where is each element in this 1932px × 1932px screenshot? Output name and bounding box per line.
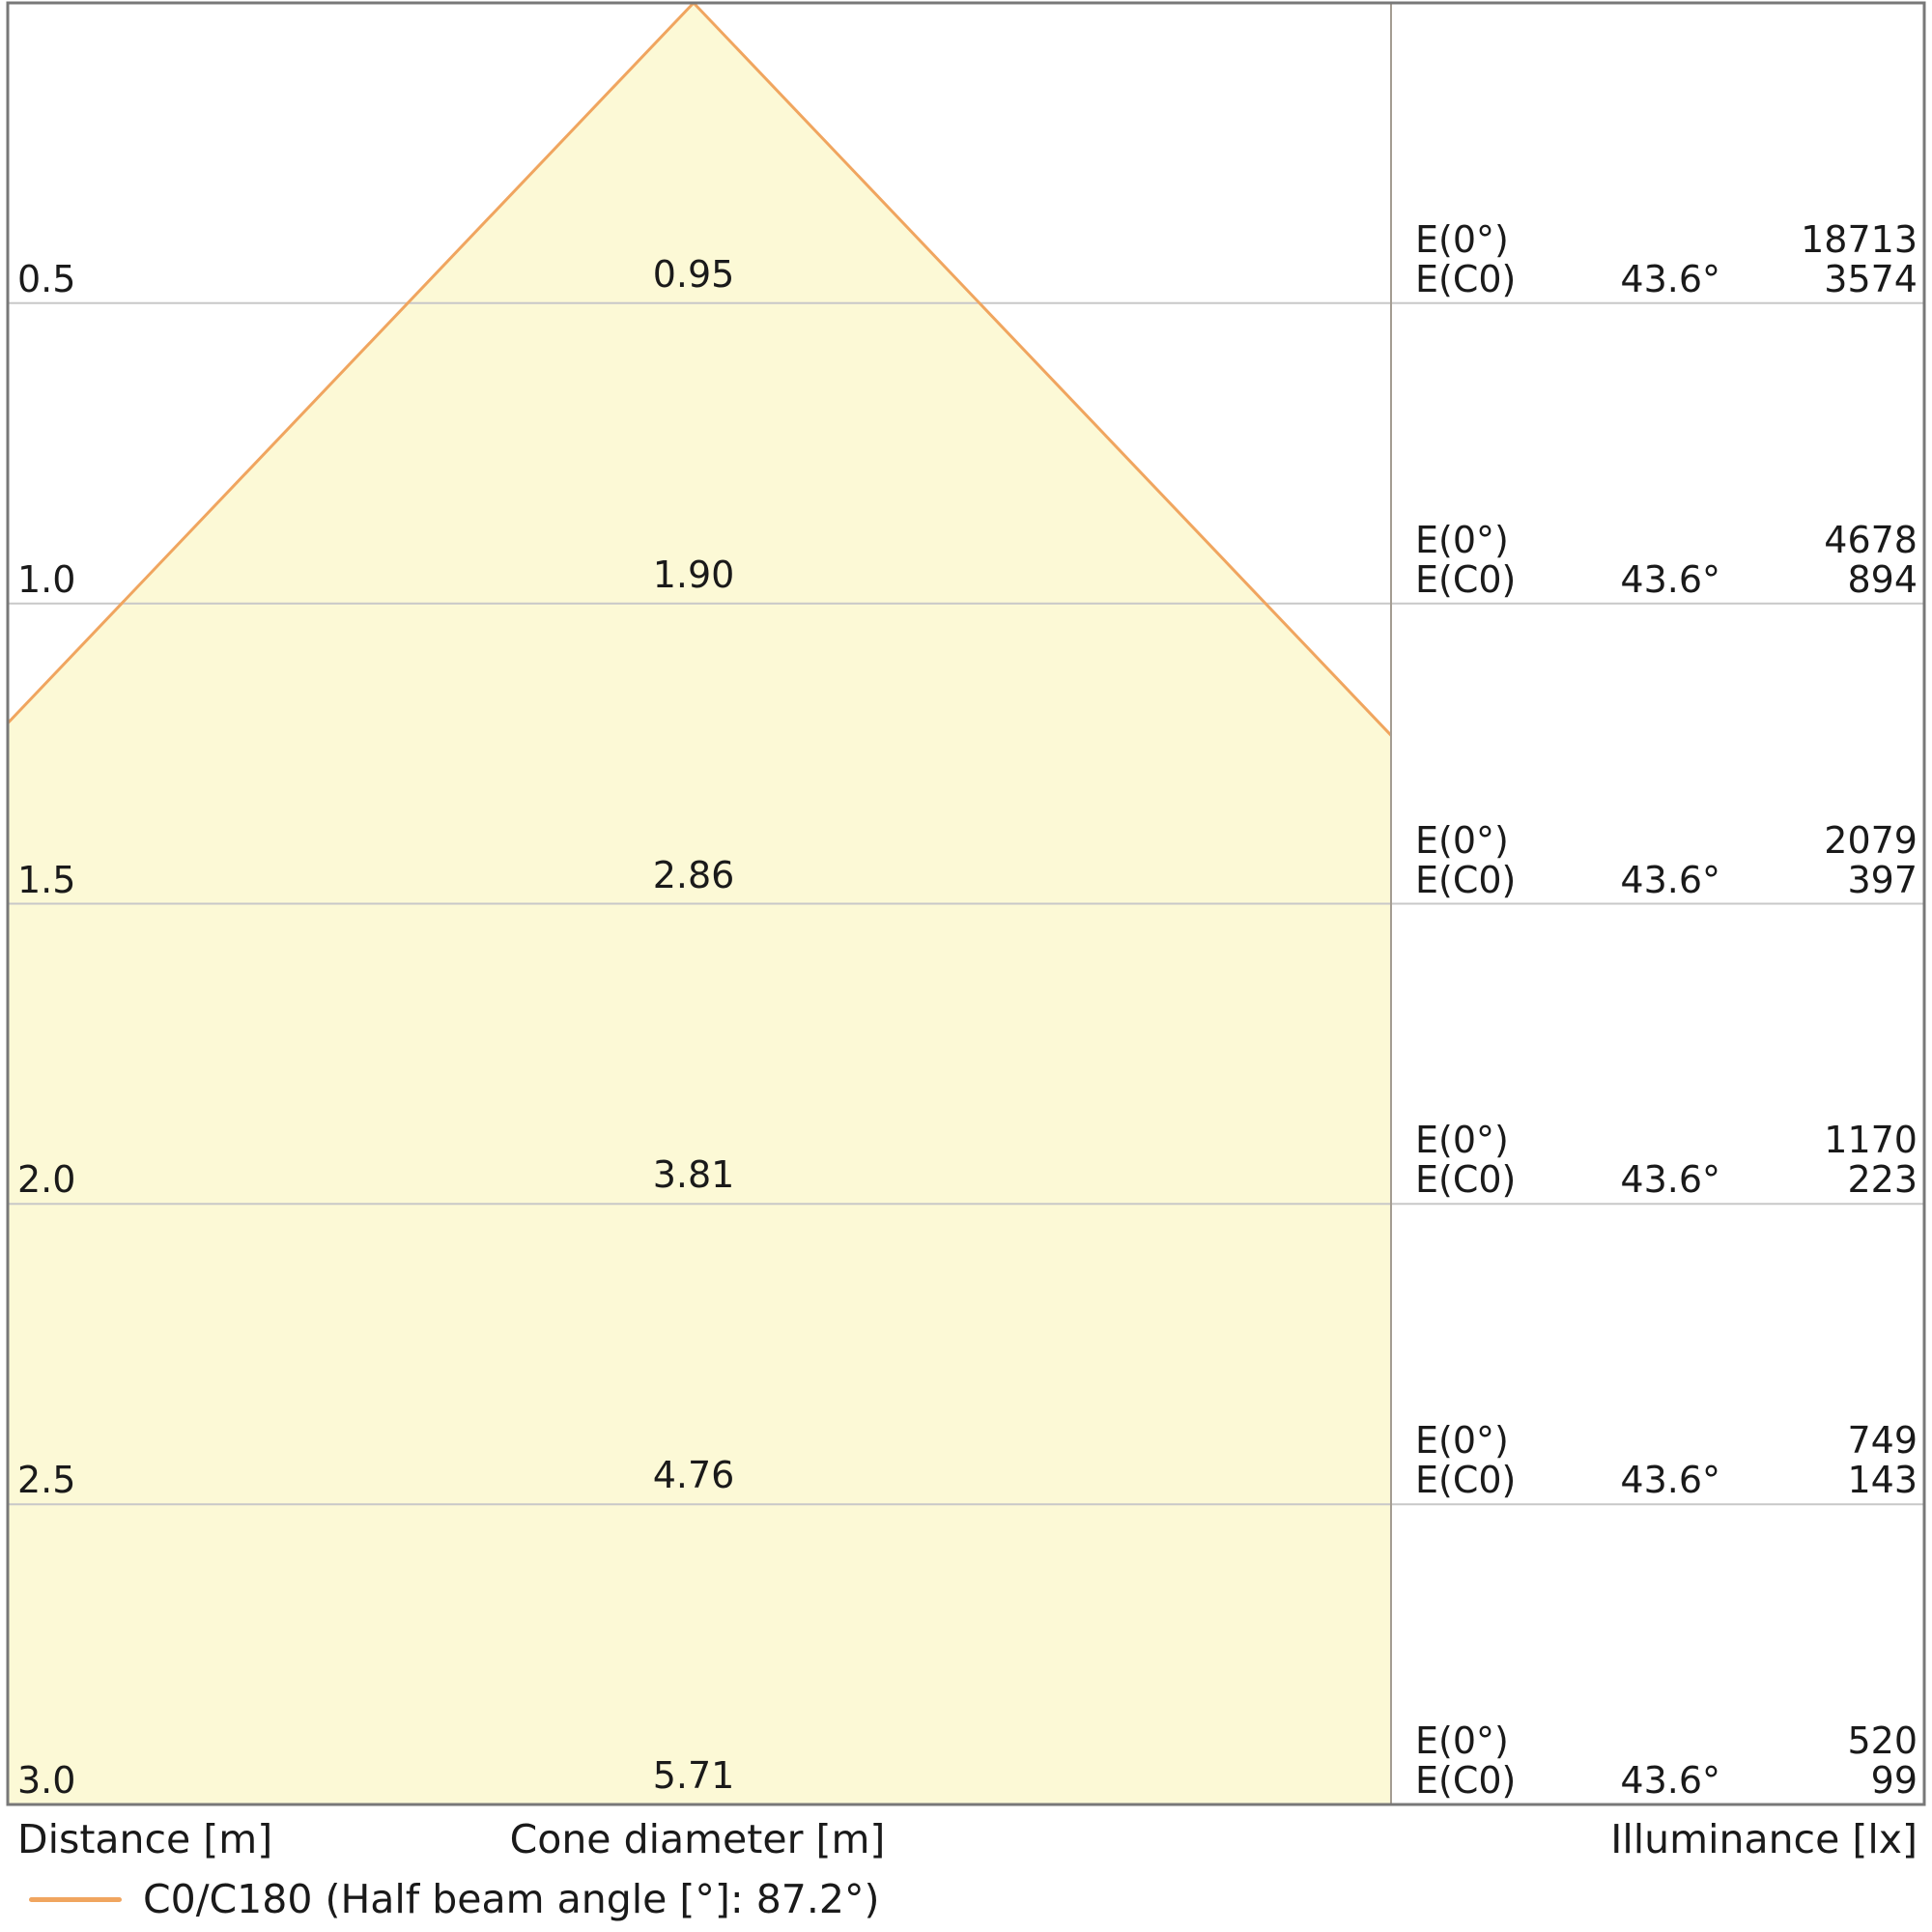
e0-line: E(0°) 1170 xyxy=(1415,1121,1918,1160)
distance-value-label: 1.0 xyxy=(17,557,76,601)
cone-diameter-value-label: 3.81 xyxy=(652,1153,735,1197)
distance-value-label: 0.5 xyxy=(17,257,76,300)
half-angle-value: 43.6° xyxy=(1620,858,1720,901)
legend-label: C0/C180 (Half beam angle [°]: 87.2°) xyxy=(143,1876,880,1922)
ec0-line: E(C0) 43.6° 397 xyxy=(1415,858,1918,901)
e0-line: E(0°) 2079 xyxy=(1415,818,1918,862)
ec0-value: 223 xyxy=(1847,1158,1918,1202)
half-angle-value: 43.6° xyxy=(1620,1158,1720,1202)
e0-value: 18713 xyxy=(1801,217,1918,261)
e0-label: E(0°) xyxy=(1415,1719,1509,1762)
ec0-value: 143 xyxy=(1847,1459,1918,1502)
cone-edge-left-line xyxy=(6,1,696,724)
e0-label: E(0°) xyxy=(1415,217,1509,261)
e0-label: E(0°) xyxy=(1415,818,1509,862)
illuminance-row: E(0°) 18713 E(C0) 43.6° 3574 xyxy=(1415,217,1918,300)
distance-value-label: 1.5 xyxy=(17,858,76,901)
e0-label: E(0°) xyxy=(1415,518,1509,561)
cone-diameter-value-label: 0.95 xyxy=(652,252,735,296)
cone-diameter-value-label: 1.90 xyxy=(652,553,735,596)
ec0-label: E(C0) xyxy=(1415,1759,1517,1802)
ec0-label: E(C0) xyxy=(1415,858,1517,901)
ec0-value: 3574 xyxy=(1824,257,1918,300)
distance-value-label: 2.5 xyxy=(17,1459,76,1502)
legend: C0/C180 (Half beam angle [°]: 87.2°) xyxy=(29,1878,880,1920)
illuminance-row: E(0°) 520 E(C0) 43.6° 99 xyxy=(1415,1721,1918,1801)
cone-diameter-value-label: 4.76 xyxy=(652,1454,735,1497)
e0-label: E(0°) xyxy=(1415,1419,1509,1463)
ec0-value: 99 xyxy=(1870,1759,1918,1802)
cone-edge-right-line xyxy=(692,1,1393,737)
illuminance-row: E(0°) 749 E(C0) 43.6° 143 xyxy=(1415,1421,1918,1500)
distance-axis-label: Distance [m] xyxy=(17,1816,273,1862)
cone-diameter-value-label: 2.86 xyxy=(652,853,735,896)
half-angle-value: 43.6° xyxy=(1620,1759,1720,1802)
e0-value: 4678 xyxy=(1824,518,1918,561)
cone-diameter-value-label: 5.71 xyxy=(652,1754,735,1797)
ec0-line: E(C0) 43.6° 99 xyxy=(1415,1761,1918,1801)
ec0-line: E(C0) 43.6° 143 xyxy=(1415,1461,1918,1500)
e0-line: E(0°) 520 xyxy=(1415,1721,1918,1761)
ec0-value: 397 xyxy=(1847,858,1918,901)
ec0-label: E(C0) xyxy=(1415,1158,1517,1202)
e0-value: 749 xyxy=(1847,1419,1918,1463)
e0-line: E(0°) 4678 xyxy=(1415,518,1918,561)
half-angle-value: 43.6° xyxy=(1620,257,1720,300)
e0-label: E(0°) xyxy=(1415,1119,1509,1162)
legend-line-swatch xyxy=(29,1896,122,1902)
e0-value: 520 xyxy=(1847,1719,1918,1762)
illuminance-row: E(0°) 2079 E(C0) 43.6° 397 xyxy=(1415,818,1918,901)
ec0-label: E(C0) xyxy=(1415,1459,1517,1502)
e0-line: E(0°) 18713 xyxy=(1415,217,1918,261)
ec0-label: E(C0) xyxy=(1415,557,1517,601)
half-angle-value: 43.6° xyxy=(1620,557,1720,601)
illuminance-row: E(0°) 4678 E(C0) 43.6° 894 xyxy=(1415,518,1918,601)
chart-border xyxy=(6,1,1926,1806)
half-angle-value: 43.6° xyxy=(1620,1459,1720,1502)
cone-diameter-axis-label: Cone diameter [m] xyxy=(509,1816,886,1862)
e0-value: 1170 xyxy=(1824,1119,1918,1162)
e0-value: 2079 xyxy=(1824,818,1918,862)
distance-value-label: 2.0 xyxy=(17,1158,76,1202)
e0-line: E(0°) 749 xyxy=(1415,1421,1918,1461)
ec0-line: E(C0) 43.6° 223 xyxy=(1415,1160,1918,1200)
ec0-label: E(C0) xyxy=(1415,257,1517,300)
illuminance-row: E(0°) 1170 E(C0) 43.6° 223 xyxy=(1415,1121,1918,1200)
ec0-value: 894 xyxy=(1847,557,1918,601)
ec0-line: E(C0) 43.6° 894 xyxy=(1415,557,1918,601)
ec0-line: E(C0) 43.6° 3574 xyxy=(1415,257,1918,300)
distance-value-label: 3.0 xyxy=(17,1759,76,1802)
illuminance-axis-label: Illuminance [lx] xyxy=(1610,1816,1918,1862)
